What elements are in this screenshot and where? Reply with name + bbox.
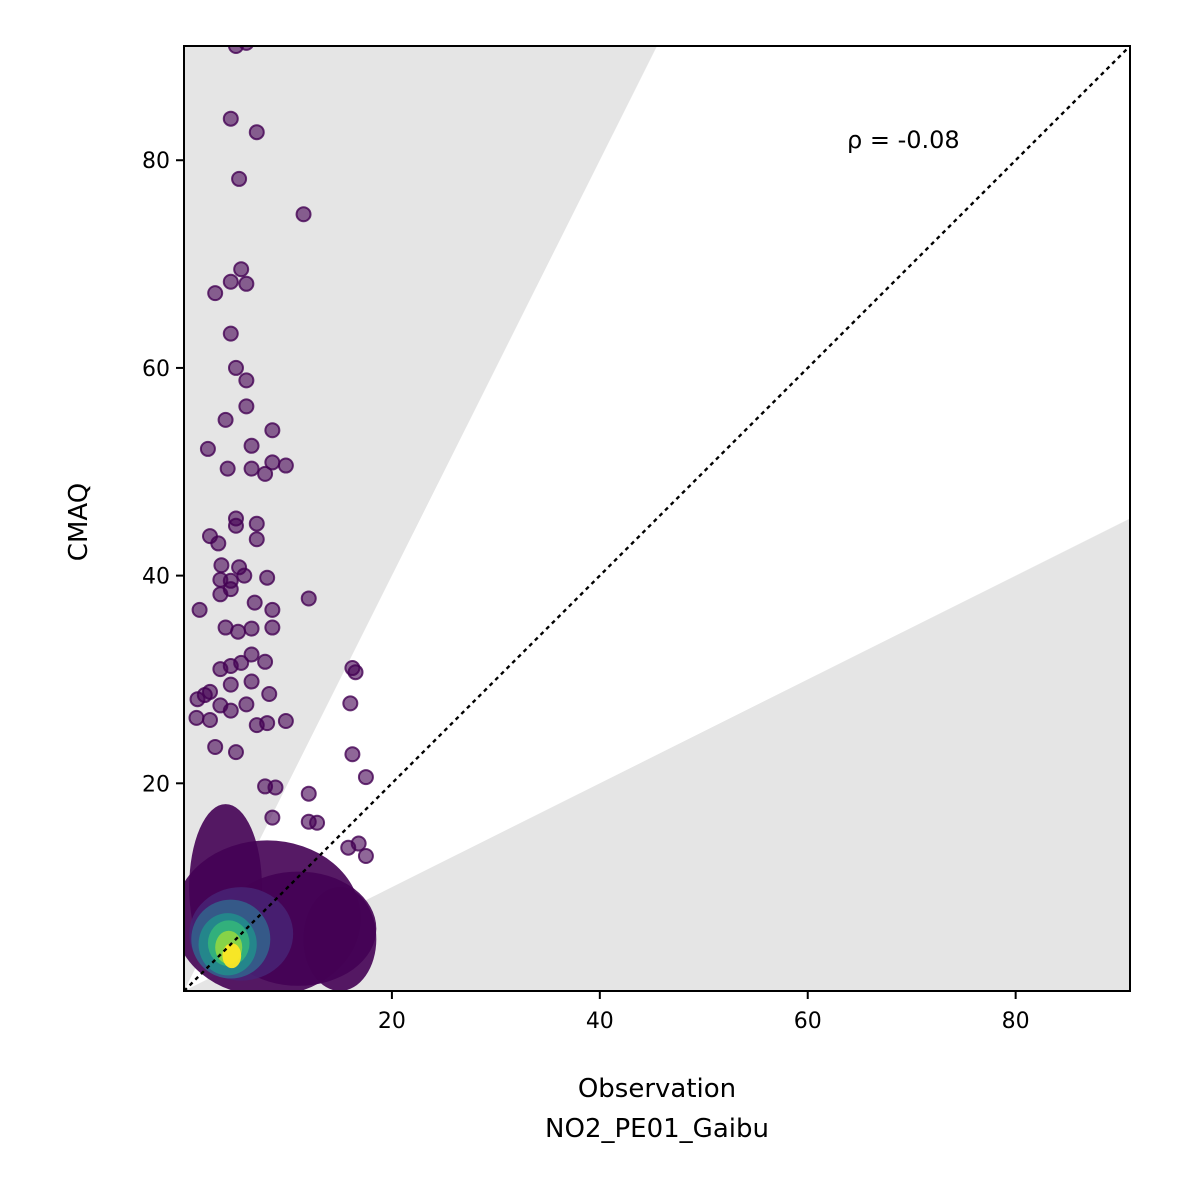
x-tick-label: 40 [586,1009,614,1034]
density-cluster [222,943,242,969]
data-point [295,206,312,223]
correlation-annotation: ρ = -0.08 [847,126,960,154]
data-point [227,517,244,534]
y-tick-label: 60 [142,357,170,382]
x-tick-label: 20 [378,1009,406,1034]
data-point [264,809,281,826]
data-point [227,744,244,761]
data-point [233,654,250,671]
data-point [264,619,281,636]
data-point [243,673,260,690]
data-point [238,398,255,415]
x-axis-sublabel: NO2_PE01_Gaibu [545,1114,769,1144]
data-point [238,275,255,292]
data-point [222,702,239,719]
data-point [243,460,260,477]
data-point [238,372,255,389]
data-point [227,359,244,376]
data-point [239,46,254,51]
data-point [213,557,230,574]
data-point [246,594,263,611]
data-point [191,601,208,618]
data-point [227,46,244,54]
data-point [277,713,294,729]
data-point [357,769,374,786]
shaded-region-lower [184,518,1130,991]
data-point [207,738,224,755]
data-point [207,285,224,302]
data-point [264,601,281,618]
data-point [217,411,234,428]
data-point [248,515,265,532]
data-point [230,623,247,640]
data-point [210,535,227,552]
data-point [357,848,374,864]
data-point [222,110,239,127]
y-axis-label: CMAQ [64,483,94,561]
data-point [342,695,359,712]
data-point [189,691,206,708]
data-point [222,325,239,342]
data-point [188,709,205,726]
data-point [300,590,317,607]
one-to-one-line [184,46,1130,991]
data-point [340,839,357,856]
data-point [344,746,361,763]
data-point [201,683,218,700]
data-point [243,437,260,454]
data-point [212,586,229,603]
data-point [233,261,250,278]
data-point [277,457,294,474]
data-point [222,273,239,290]
data-point [219,460,236,477]
y-tick-label: 40 [142,565,170,590]
data-point [264,422,281,439]
data-point [347,664,364,681]
data-point [259,715,276,732]
data-point [267,779,284,796]
data-point [257,653,274,670]
data-point [259,569,276,586]
plot-frame [183,45,1131,992]
x-tick-label: 80 [1002,1009,1030,1034]
data-point [243,646,260,663]
data-point [300,785,317,802]
data-point [222,676,239,693]
x-tick-label: 60 [794,1009,822,1034]
y-tick-label: 20 [142,772,170,797]
data-point [243,620,260,637]
data-point [238,696,255,713]
data-point [199,440,216,457]
x-axis-label: Observation [578,1074,736,1104]
data-point [248,124,265,141]
data-point [248,531,265,548]
data-point [201,711,218,728]
y-tick-label: 80 [142,149,170,174]
data-point [261,686,278,702]
data-point [264,454,281,471]
data-point [309,814,326,831]
density-cluster [303,887,377,991]
data-point [257,465,274,482]
data-point [236,567,253,584]
data-point [231,170,248,187]
shaded-region-upper [184,46,657,991]
